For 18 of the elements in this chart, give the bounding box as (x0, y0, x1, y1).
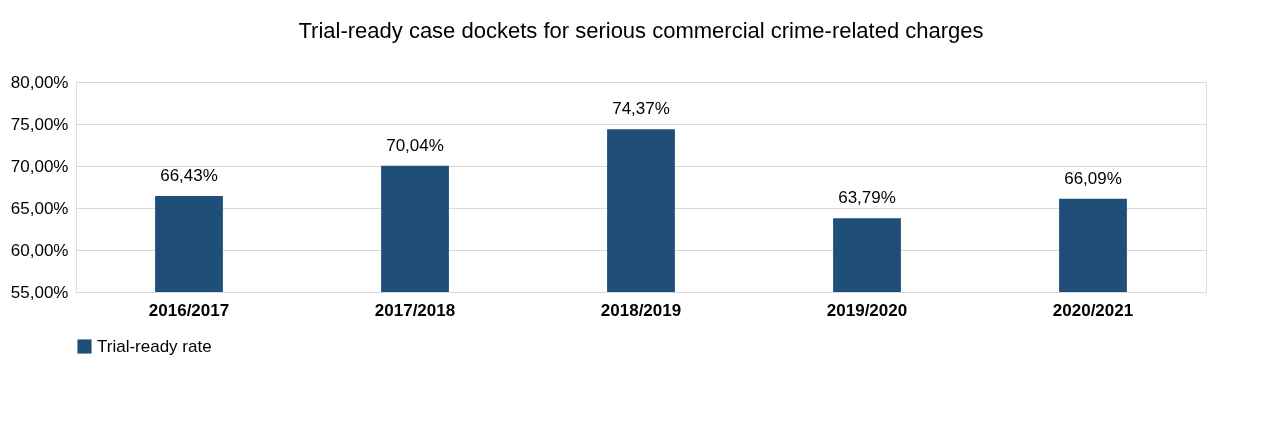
chart-title: Trial-ready case dockets for serious commercial crime-related charges (298, 18, 984, 43)
y-tick-label: 75,00% (10, 114, 69, 134)
x-tick-label: 2018/2019 (600, 300, 682, 320)
legend-label: Trial-ready rate (97, 336, 212, 356)
data-label: 66,43% (160, 165, 218, 185)
y-tick-label: 60,00% (10, 240, 69, 260)
x-tick-label: 2016/2017 (148, 300, 230, 320)
data-label: 66,09% (1064, 168, 1122, 188)
data-label: 74,37% (612, 99, 670, 119)
data-label: 63,79% (838, 188, 896, 208)
x-tick-label: 2017/2018 (374, 300, 456, 320)
y-tick-label: 70,00% (10, 156, 69, 176)
y-tick-label: 55,00% (10, 282, 69, 302)
x-tick-label: 2019/2020 (826, 300, 908, 320)
data-label: 70,04% (386, 135, 444, 155)
x-tick-label: 2020/2021 (1052, 300, 1134, 320)
y-tick-label: 65,00% (10, 198, 69, 218)
y-tick-label: 80,00% (10, 72, 69, 92)
